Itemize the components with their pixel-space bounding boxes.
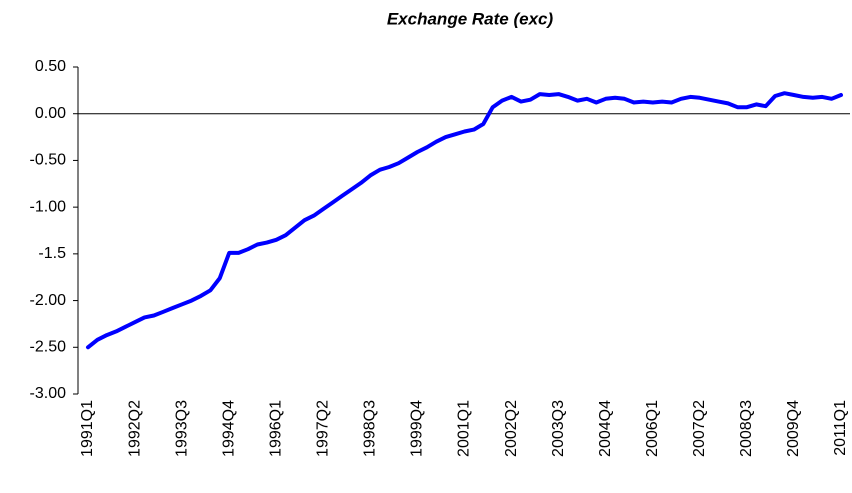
line <box>86 91 843 350</box>
x-tick-label: 1992Q2 <box>126 400 143 457</box>
x-tick-label: 2009Q4 <box>785 400 802 457</box>
y-tick-label: 0.50 <box>35 58 66 75</box>
x-tick-label: 2006Q1 <box>644 400 661 457</box>
x-tick-label: 1998Q3 <box>362 400 379 457</box>
x-tick-label: 1996Q1 <box>267 400 284 457</box>
x-tick-label: 1999Q4 <box>409 400 426 457</box>
x-tick-label: 1993Q3 <box>173 400 190 457</box>
y-tick-label: -0.50 <box>30 152 67 169</box>
chart-title: Exchange Rate (exc) <box>387 9 554 28</box>
y-tick-label: 0.00 <box>35 105 66 122</box>
x-tick-label: 2001Q1 <box>456 400 473 457</box>
x-tick-label: 2004Q4 <box>597 400 614 457</box>
x-tick-label: 2007Q2 <box>691 400 708 457</box>
x-tick-label: 2003Q3 <box>550 400 567 457</box>
y-tick-label: -1.5 <box>38 245 66 262</box>
y-tick-label: -2.50 <box>30 339 67 356</box>
x-tick-label: 2011Q1 <box>832 400 849 456</box>
y-tick-label: -1.00 <box>30 198 67 215</box>
y-tick-label: -2.00 <box>30 292 67 309</box>
x-tick-label: 1994Q4 <box>220 400 237 457</box>
x-tick-label: 1997Q2 <box>315 400 332 457</box>
x-tick-label: 2008Q3 <box>738 400 755 457</box>
x-tick-label: 2002Q2 <box>503 400 520 457</box>
x-tick-label: 1991Q1 <box>79 400 96 457</box>
y-tick-label: -3.00 <box>30 385 67 402</box>
